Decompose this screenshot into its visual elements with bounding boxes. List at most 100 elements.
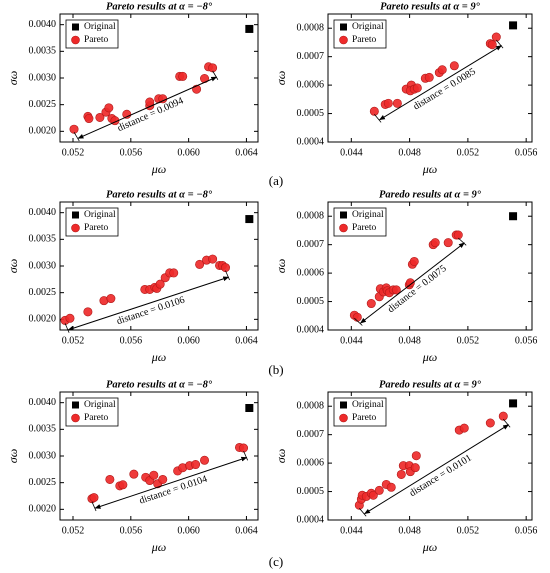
- panel: Paredo results at α = 9° μω σω 0.044 0.048 0.…: [274, 379, 538, 553]
- pareto-point: [424, 72, 434, 82]
- distance-arrow: [360, 242, 465, 324]
- x-tick-label: 0.060: [177, 525, 200, 536]
- distance-arrow: [364, 424, 510, 515]
- pareto-point: [366, 299, 376, 309]
- extension-line: [243, 450, 249, 461]
- y-tick-label: 0.0025: [29, 99, 57, 110]
- extension-line: [457, 237, 467, 246]
- pareto-point: [459, 423, 469, 433]
- legend-label: Original: [352, 22, 384, 32]
- x-tick-label: 0.060: [177, 335, 200, 346]
- y-tick-label: 0.0035: [29, 424, 57, 435]
- x-tick-label: 0.052: [457, 147, 480, 158]
- panel-label: (c): [269, 554, 283, 569]
- pareto-point: [84, 114, 94, 124]
- chart-title: Pareto results at α = −8°: [106, 189, 213, 200]
- x-tick-label: 0.048: [398, 147, 421, 158]
- y-tick-label: 0.0035: [29, 46, 57, 57]
- x-tick-label: 0.044: [340, 335, 363, 346]
- y-tick-label: 0.0020: [29, 314, 57, 325]
- y-tick-label: 0.0008: [297, 23, 325, 34]
- y-tick-label: 0.0006: [297, 457, 325, 468]
- original-point: [509, 212, 518, 221]
- pareto-point: [437, 65, 447, 75]
- x-tick-label: 0.064: [235, 525, 258, 536]
- y-tick-label: 0.0030: [29, 260, 57, 271]
- distance-arrow: [379, 45, 503, 121]
- plot-frame: [327, 13, 533, 143]
- panel-label: (b): [268, 362, 283, 377]
- y-tick-label: 0.0008: [297, 401, 325, 412]
- pareto-point: [412, 83, 422, 93]
- pareto-point: [208, 63, 218, 73]
- x-tick-label: 0.056: [515, 335, 538, 346]
- extension-line: [64, 323, 70, 333]
- pareto-point: [239, 443, 249, 453]
- y-tick-label: 0.0004: [297, 324, 325, 335]
- x-axis-label: μω: [422, 162, 438, 176]
- y-tick-label: 0.0004: [297, 514, 325, 525]
- y-tick-label: 0.0040: [29, 207, 57, 218]
- pareto-point: [352, 312, 362, 322]
- x-tick-label: 0.044: [340, 525, 363, 536]
- y-tick-label: 0.0040: [29, 19, 57, 30]
- legend-marker: [340, 401, 347, 409]
- y-tick-label: 0.0008: [297, 211, 325, 222]
- legend-label: Original: [352, 400, 384, 410]
- extension-line: [354, 317, 363, 326]
- legend-label: Pareto: [352, 223, 377, 233]
- y-tick-label: 0.0020: [29, 504, 57, 515]
- pareto-point: [374, 485, 384, 495]
- x-tick-label: 0.052: [457, 525, 480, 536]
- legend-label: Pareto: [84, 413, 109, 423]
- pareto-point: [195, 259, 205, 269]
- pareto-point: [169, 268, 179, 278]
- x-axis-label: μω: [151, 162, 167, 176]
- x-axis-label: μω: [151, 350, 167, 364]
- y-tick-label: 0.0030: [29, 450, 57, 461]
- x-tick-label: 0.052: [457, 335, 480, 346]
- pareto-point: [89, 493, 99, 503]
- y-tick-label: 0.0005: [297, 486, 325, 497]
- legend-label: Original: [84, 22, 116, 32]
- x-tick-label: 0.064: [235, 335, 258, 346]
- legend-marker: [72, 211, 79, 219]
- legend-label: Pareto: [84, 35, 109, 45]
- pareto-point: [129, 469, 139, 479]
- pareto-point: [430, 238, 440, 248]
- extension-line: [91, 501, 97, 512]
- x-tick-label: 0.060: [177, 147, 200, 158]
- y-axis-label: σω: [274, 71, 288, 85]
- x-tick-label: 0.048: [398, 335, 421, 346]
- x-tick-label: 0.056: [120, 335, 143, 346]
- x-tick-label: 0.052: [62, 525, 85, 536]
- legend-marker: [340, 211, 347, 219]
- legend-marker: [339, 223, 348, 233]
- extension-line: [225, 270, 230, 281]
- y-tick-label: 0.0004: [297, 136, 325, 147]
- legend-marker: [339, 35, 348, 45]
- chart-title: Paredo results at α = 9°: [379, 379, 482, 390]
- extension-line: [73, 131, 80, 142]
- y-tick-label: 0.0006: [297, 79, 325, 90]
- panel-label: (a): [269, 173, 283, 188]
- y-tick-label: 0.0035: [29, 234, 57, 245]
- pareto-point: [105, 474, 115, 484]
- y-tick-label: 0.0007: [297, 429, 325, 440]
- pareto-point: [449, 61, 459, 71]
- pareto-point: [491, 32, 501, 42]
- pareto-point: [487, 40, 497, 50]
- y-axis-label: σω: [6, 259, 20, 273]
- pareto-point: [369, 106, 379, 116]
- pareto-point: [383, 98, 393, 108]
- x-tick-label: 0.056: [515, 147, 538, 158]
- legend-label: Original: [84, 400, 116, 410]
- pareto-point: [392, 98, 402, 108]
- pareto-point: [485, 418, 495, 428]
- pareto-point: [200, 455, 210, 465]
- pareto-point: [118, 480, 128, 490]
- chart-title: Paredo results at α = 9°: [379, 189, 482, 200]
- x-tick-label: 0.064: [235, 147, 258, 158]
- extension-line: [359, 507, 367, 517]
- panel: Pareto results at α = −8° μω σω 0.052 0.056 0…: [6, 1, 259, 176]
